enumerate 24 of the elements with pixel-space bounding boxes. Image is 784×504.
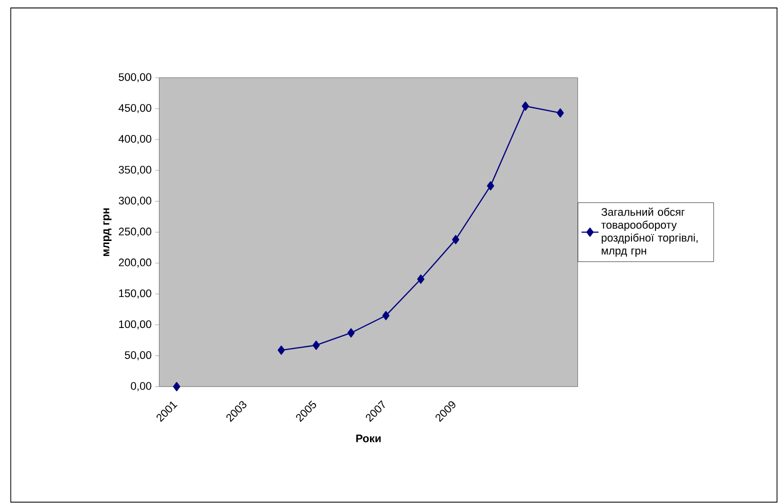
y-axis-title: млрд грн bbox=[103, 208, 112, 256]
point bbox=[382, 310, 390, 320]
point bbox=[347, 328, 355, 338]
y-tick-label: 500,00 bbox=[118, 73, 152, 82]
y-tick-label: 150,00 bbox=[119, 289, 152, 298]
point bbox=[173, 382, 180, 392]
y-tick-label: 250,00 bbox=[118, 228, 152, 237]
y-tick-label: 50,00 bbox=[124, 351, 152, 360]
x-axis-title: Роки bbox=[356, 434, 381, 442]
y-tick-label: 450,00 bbox=[118, 104, 152, 114]
y-tick-label: 200,00 bbox=[118, 258, 152, 268]
point bbox=[278, 345, 285, 355]
y-tick-label: 300,00 bbox=[118, 196, 152, 206]
legend-label: Загальний обсяг товарообороту роздрібної торгівлі, млрд грн bbox=[601, 208, 698, 257]
point bbox=[522, 101, 530, 111]
point bbox=[452, 234, 460, 244]
y-tick-label: 400,00 bbox=[118, 134, 152, 144]
point bbox=[417, 274, 424, 284]
point bbox=[486, 181, 494, 190]
point bbox=[556, 108, 564, 118]
y-tick-label: 350,00 bbox=[118, 166, 152, 175]
point bbox=[312, 340, 320, 350]
y-tick-label: 100,00 bbox=[119, 320, 152, 330]
y-tick-label: 0,00 bbox=[130, 382, 152, 392]
